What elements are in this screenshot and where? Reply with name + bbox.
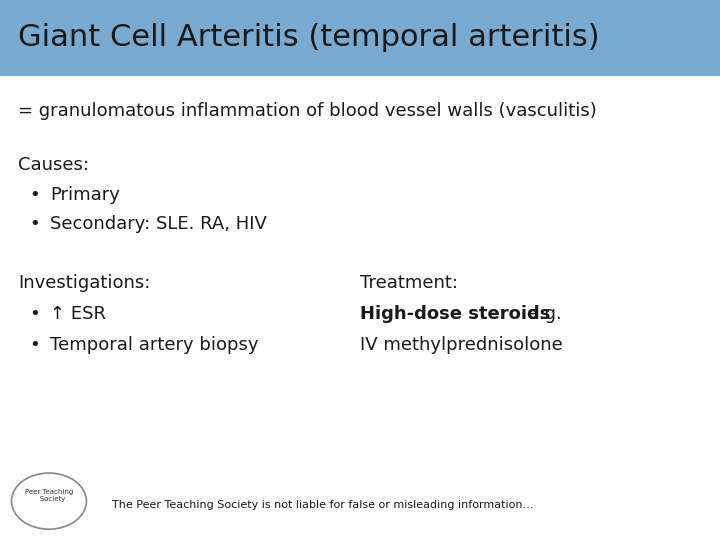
Text: Investigations:: Investigations: [18,274,150,293]
Text: Secondary: SLE. RA, HIV: Secondary: SLE. RA, HIV [50,215,267,233]
Text: = granulomatous inflammation of blood vessel walls (vasculitis): = granulomatous inflammation of blood ve… [18,102,597,120]
Text: Treatment:: Treatment: [360,274,458,293]
FancyBboxPatch shape [0,0,720,76]
Text: Primary: Primary [50,186,120,205]
Text: •: • [29,305,40,323]
Text: e.g.: e.g. [522,305,562,323]
Text: ↑ ESR: ↑ ESR [50,305,107,323]
Text: •: • [29,335,40,354]
Text: Temporal artery biopsy: Temporal artery biopsy [50,335,259,354]
Text: •: • [29,215,40,233]
Text: High-dose steroids: High-dose steroids [360,305,550,323]
Text: IV methylprednisolone: IV methylprednisolone [360,335,563,354]
Text: The Peer Teaching Society is not liable for false or misleading information...: The Peer Teaching Society is not liable … [112,500,533,510]
Text: •: • [29,186,40,205]
Text: Causes:: Causes: [18,156,89,174]
Text: Peer Teaching
   Society: Peer Teaching Society [24,489,73,502]
Text: Giant Cell Arteritis (temporal arteritis): Giant Cell Arteritis (temporal arteritis… [18,23,600,52]
